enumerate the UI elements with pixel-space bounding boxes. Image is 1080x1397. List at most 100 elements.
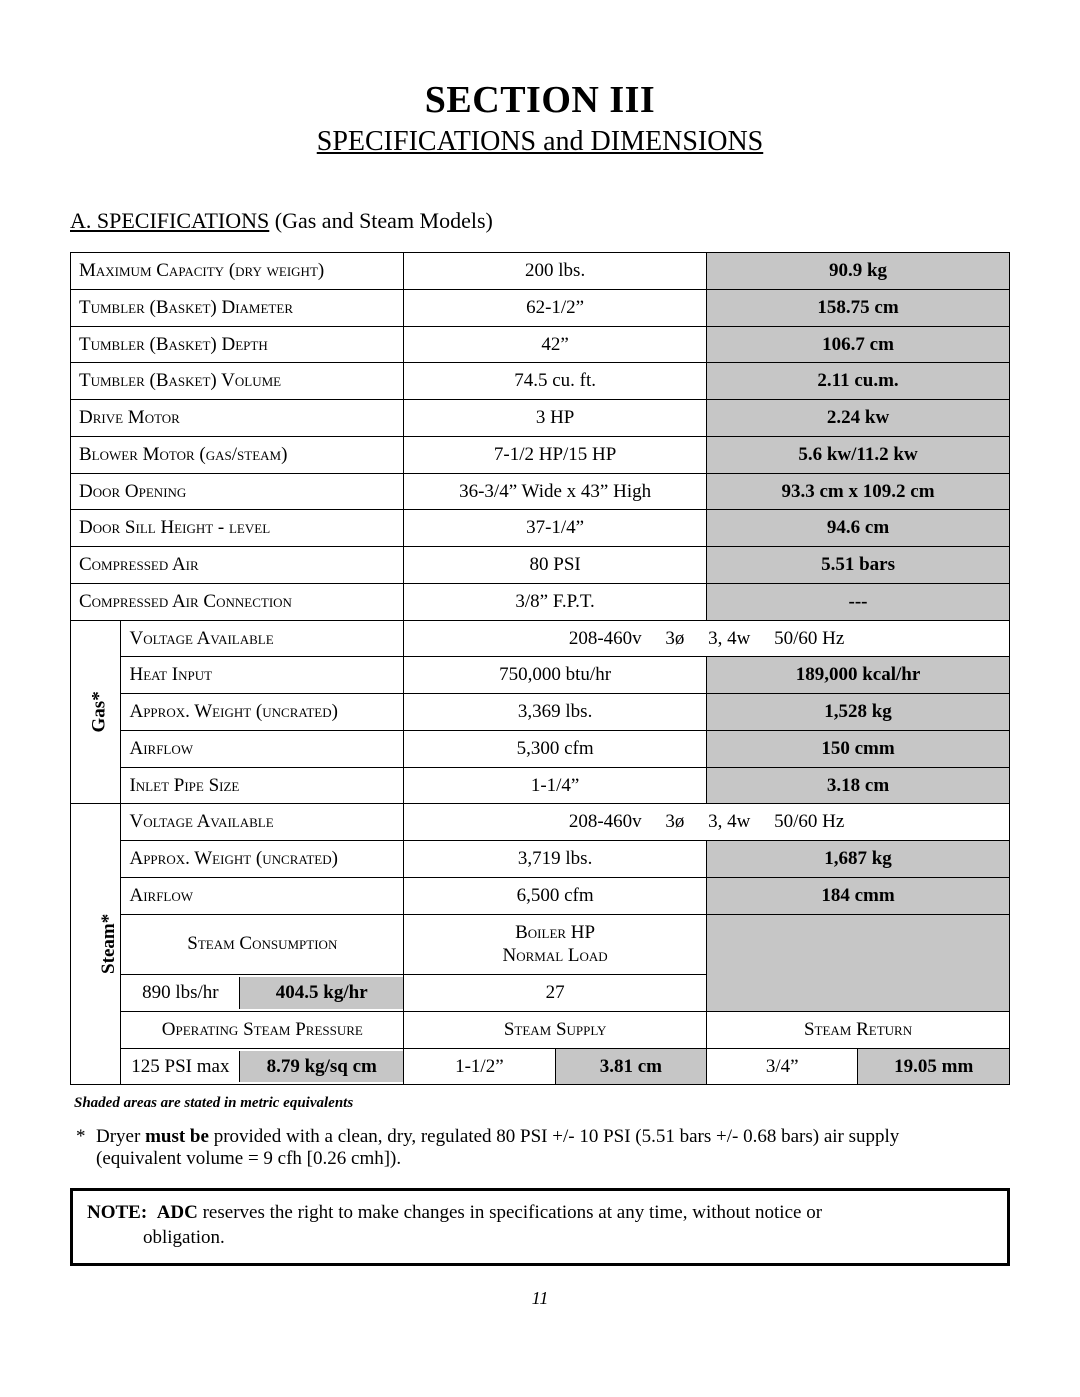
spec-us: 7-1/2 HP/15 HP [404,436,707,473]
spec-si: 2.11 cu.m. [707,363,1010,400]
spec-us: 74.5 cu. ft. [404,363,707,400]
spec-label: Airflow [121,730,404,767]
spec-us: 80 PSI [404,547,707,584]
spec-label: Compressed Air Connection [71,583,404,620]
category-steam: Steam* [71,804,121,1085]
spec-label: Door Opening [71,473,404,510]
spec-si: 90.9 kg [707,253,1010,290]
spec-us: 3,719 lbs. [404,841,707,878]
spec-si: 5.6 kw/11.2 kw [707,436,1010,473]
spec-full: 208-460v 3ø 3, 4w 50/60 Hz [404,804,1010,841]
footnote-marker: * [70,1126,96,1170]
spec-us: 62-1/2” [404,289,707,326]
note-box: NOTE: ADC reserves the right to make cha… [70,1188,1010,1265]
spec-label: Tumbler (Basket) Volume [71,363,404,400]
table-row: Steam*Voltage Available208-460v 3ø 3, 4w… [71,804,1010,841]
table-row: Door Opening36-3/4” Wide x 43” High93.3 … [71,473,1010,510]
footnote-pre: Dryer [96,1126,145,1147]
spec-full: 208-460v 3ø 3, 4w 50/60 Hz [404,620,1010,657]
spec-label: Approx. Weight (uncrated) [121,841,404,878]
spec-si: 94.6 cm [707,510,1010,547]
spec-us: 750,000 btu/hr [404,657,707,694]
spec-label: Compressed Air [71,547,404,584]
subsection-heading-underlined: A. SPECIFICATIONS [70,208,269,233]
spec-us: 1-1/4” [404,767,707,804]
table-row: Compressed Air80 PSI5.51 bars [71,547,1010,584]
spec-label: Drive Motor [71,400,404,437]
note-label: NOTE: [87,1202,147,1223]
spec-label: Voltage Available [121,804,404,841]
page-number: 11 [70,1288,1010,1309]
subsection-heading-rest: (Gas and Steam Models) [269,208,493,233]
table-row: Compressed Air Connection3/8” F.P.T.--- [71,583,1010,620]
note-cont: obligation. [87,1226,993,1251]
table-row: Maximum Capacity (dry weight)200 lbs.90.… [71,253,1010,290]
spec-label: Blower Motor (gas/steam) [71,436,404,473]
table-row: Airflow5,300 cfm150 cmm [71,730,1010,767]
spec-si: 106.7 cm [707,326,1010,363]
spec-us: 42” [404,326,707,363]
table-row: 125 PSI max8.79 kg/sq cm1-1/2”3.81 cm3/4… [71,1048,1010,1085]
supply-si: 3.81 cm [555,1048,706,1085]
table-row: Operating Steam PressureSteam SupplyStea… [71,1011,1010,1048]
spec-label: Heat Input [121,657,404,694]
specifications-table: Maximum Capacity (dry weight)200 lbs.90.… [70,252,1010,1085]
footnote-post: provided with a clean, dry, regulated 80… [209,1126,899,1147]
footnote: * Dryer must be provided with a clean, d… [70,1126,1010,1170]
table-row: Approx. Weight (uncrated)3,369 lbs.1,528… [71,694,1010,731]
note-rest: reserves the right to make changes in sp… [198,1202,822,1223]
spec-label: Voltage Available [121,620,404,657]
spec-si: 1,687 kg [707,841,1010,878]
steam-rate-split: 890 lbs/hr404.5 kg/hr [121,975,404,1012]
pressure-psi-us: 125 PSI max [121,1051,239,1083]
pressure-header-3: Steam Return [707,1011,1010,1048]
spec-label: Airflow [121,877,404,914]
steam-rate-us: 890 lbs/hr [121,977,239,1009]
pressure-psi-si: 8.79 kg/sq cm [240,1051,403,1083]
spec-label: Inlet Pipe Size [121,767,404,804]
spec-si: 5.51 bars [707,547,1010,584]
category-gas: Gas* [71,620,121,804]
section-subtitle: SPECIFICATIONS and DIMENSIONS [70,126,1010,158]
spec-us: 3,369 lbs. [404,694,707,731]
spec-us: 200 lbs. [404,253,707,290]
spec-label: Door Sill Height - level [71,510,404,547]
steam-blank [707,914,1010,1011]
table-row: Tumbler (Basket) Volume74.5 cu. ft.2.11 … [71,363,1010,400]
table-row: Approx. Weight (uncrated)3,719 lbs.1,687… [71,841,1010,878]
table-row: Heat Input750,000 btu/hr189,000 kcal/hr [71,657,1010,694]
spec-us: 36-3/4” Wide x 43” High [404,473,707,510]
boiler-value: 27 [404,975,707,1012]
return-si: 19.05 mm [858,1048,1010,1085]
spec-label: Tumbler (Basket) Depth [71,326,404,363]
steam-consumption-label: Steam Consumption [121,914,404,975]
spec-us: 6,500 cfm [404,877,707,914]
shaded-note: Shaded areas are stated in metric equiva… [74,1095,1010,1112]
table-row: Tumbler (Basket) Diameter62-1/2”158.75 c… [71,289,1010,326]
spec-si: 189,000 kcal/hr [707,657,1010,694]
spec-us: 37-1/4” [404,510,707,547]
spec-label: Maximum Capacity (dry weight) [71,253,404,290]
footnote-line2: (equivalent volume = 9 cfh [0.26 cmh]). [96,1148,401,1169]
footnote-text: Dryer must be provided with a clean, dry… [96,1126,1010,1170]
note-adc: ADC [157,1202,198,1223]
table-row: Tumbler (Basket) Depth42”106.7 cm [71,326,1010,363]
table-row: Drive Motor3 HP2.24 kw [71,400,1010,437]
pressure-split: 125 PSI max8.79 kg/sq cm [121,1048,404,1085]
spec-si: 3.18 cm [707,767,1010,804]
pressure-header-1: Operating Steam Pressure [121,1011,404,1048]
spec-us: 3 HP [404,400,707,437]
spec-si: 2.24 kw [707,400,1010,437]
spec-si: 184 cmm [707,877,1010,914]
section-title: SECTION III [70,78,1010,122]
table-row: Door Sill Height - level37-1/4”94.6 cm [71,510,1010,547]
subsection-heading: A. SPECIFICATIONS (Gas and Steam Models) [70,208,1010,234]
table-row: Gas*Voltage Available208-460v 3ø 3, 4w 5… [71,620,1010,657]
spec-si: 1,528 kg [707,694,1010,731]
spec-us: 3/8” F.P.T. [404,583,707,620]
spec-us: 5,300 cfm [404,730,707,767]
spec-si: 93.3 cm x 109.2 cm [707,473,1010,510]
supply-us: 1-1/2” [404,1048,555,1085]
table-row: Airflow6,500 cfm184 cmm [71,877,1010,914]
boiler-header: Boiler HPNormal Load [404,914,707,975]
